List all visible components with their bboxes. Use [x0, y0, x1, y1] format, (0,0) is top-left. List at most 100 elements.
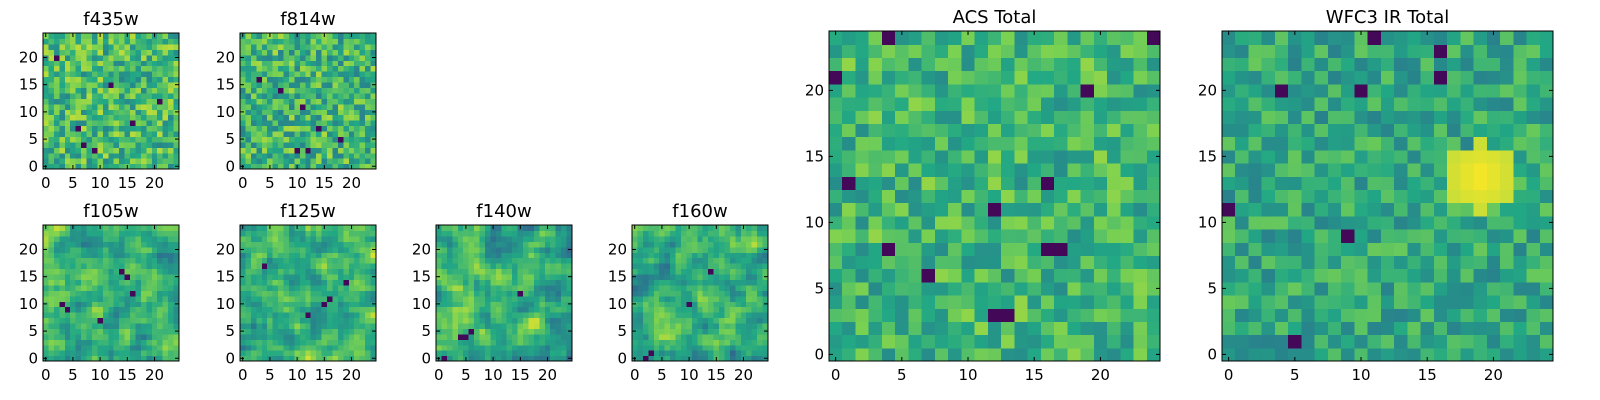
heatmap-cell	[343, 306, 350, 313]
y-tick-label: 5	[421, 322, 431, 340]
heatmap-cell	[130, 273, 137, 280]
heatmap-cell	[157, 158, 164, 165]
heatmap-cell	[337, 241, 344, 248]
heatmap-cell	[113, 54, 120, 61]
heatmap-cell	[173, 295, 180, 302]
heatmap-cell	[299, 355, 306, 362]
heatmap-cell	[299, 322, 306, 329]
heatmap-cell	[528, 328, 535, 335]
heatmap-cell	[310, 163, 317, 170]
heatmap-cell	[70, 92, 77, 99]
heatmap-cell	[436, 344, 443, 351]
heatmap-cell	[1407, 281, 1422, 296]
heatmap-cell	[1014, 176, 1029, 190]
heatmap-cell	[708, 333, 715, 340]
heatmap-cell	[881, 202, 896, 217]
heatmap-cell	[310, 43, 317, 50]
heatmap-cell	[842, 334, 857, 349]
heatmap-cell	[1274, 215, 1289, 230]
heatmap-cell	[91, 147, 98, 154]
heatmap-cell	[294, 98, 301, 105]
heatmap-cell	[168, 230, 175, 237]
heatmap-cell	[751, 284, 758, 291]
heatmap-cell	[337, 252, 344, 259]
heatmap-cell	[272, 241, 279, 248]
heatmap-cell	[762, 225, 769, 232]
heatmap-cell	[43, 295, 50, 302]
heatmap-cell	[59, 290, 66, 297]
heatmap-cell	[365, 350, 372, 357]
heatmap-cell	[729, 268, 736, 275]
heatmap-cell	[48, 81, 55, 88]
heatmap-cell	[468, 306, 475, 313]
heatmap-cell	[70, 241, 77, 248]
heatmap-cell	[113, 81, 120, 88]
heatmap-cell	[659, 273, 666, 280]
heatmap-cell	[1301, 229, 1316, 243]
heatmap-cell	[719, 290, 726, 297]
heatmap-cell	[1120, 70, 1135, 85]
heatmap-cell	[829, 70, 843, 85]
heatmap-cell	[642, 312, 649, 319]
heatmap-cell	[124, 71, 131, 78]
heatmap-cell	[151, 136, 158, 143]
heatmap-cell	[267, 312, 274, 319]
heatmap-cell	[533, 290, 540, 297]
heatmap-cell	[1526, 347, 1541, 362]
heatmap-cell	[348, 241, 355, 248]
heatmap-cell	[544, 344, 551, 351]
heatmap-cell	[452, 317, 459, 324]
heatmap-cell	[1120, 215, 1135, 230]
heatmap-cell	[256, 163, 263, 170]
heatmap-cell	[506, 241, 513, 248]
heatmap-cell	[135, 65, 142, 72]
heatmap-cell	[1433, 242, 1448, 256]
heatmap-cell	[1107, 202, 1121, 217]
heatmap-cell	[653, 284, 660, 291]
heatmap-cell	[91, 344, 98, 351]
heatmap-cell	[365, 279, 372, 286]
heatmap-cell	[310, 65, 317, 72]
heatmap-cell	[724, 312, 731, 319]
heatmap-cell	[637, 295, 644, 302]
heatmap-cell	[354, 125, 361, 132]
heatmap-cell	[1120, 97, 1135, 111]
heatmap-cell	[1261, 321, 1276, 336]
heatmap-cell	[140, 98, 147, 105]
heatmap-cell	[250, 252, 257, 259]
heatmap-cell	[283, 114, 290, 121]
heatmap-cell	[102, 257, 109, 264]
heatmap-cell	[48, 130, 55, 137]
heatmap-cell	[294, 130, 301, 137]
heatmap-cell	[479, 246, 486, 253]
heatmap-cell	[81, 38, 88, 45]
heatmap-cell	[299, 43, 306, 50]
heatmap-cell	[1067, 97, 1082, 111]
heatmap-cell	[278, 60, 285, 67]
heatmap-cell	[272, 257, 279, 264]
heatmap-cell	[1146, 308, 1161, 322]
heatmap-cell	[708, 225, 715, 232]
heatmap-cell	[343, 273, 350, 280]
heatmap-cell	[746, 241, 753, 248]
heatmap-cell	[343, 65, 350, 72]
heatmap-cell	[1261, 295, 1276, 309]
heatmap-cell	[119, 284, 126, 291]
heatmap-cell	[294, 125, 301, 132]
heatmap-cell	[59, 312, 66, 319]
heatmap-cell	[1107, 136, 1121, 151]
heatmap-cell	[146, 301, 153, 308]
heatmap-cell	[332, 235, 339, 242]
heatmap-cell	[135, 158, 142, 165]
heatmap-cell	[130, 60, 137, 67]
heatmap-cell	[1539, 295, 1554, 309]
heatmap-cell	[245, 114, 252, 121]
heatmap-cell	[261, 230, 268, 237]
heatmap-cell	[1526, 215, 1541, 230]
heatmap-cell	[512, 230, 519, 237]
heatmap-cell	[506, 284, 513, 291]
heatmap-cell	[934, 215, 949, 230]
heatmap-cell	[490, 284, 497, 291]
heatmap-cell	[294, 152, 301, 159]
